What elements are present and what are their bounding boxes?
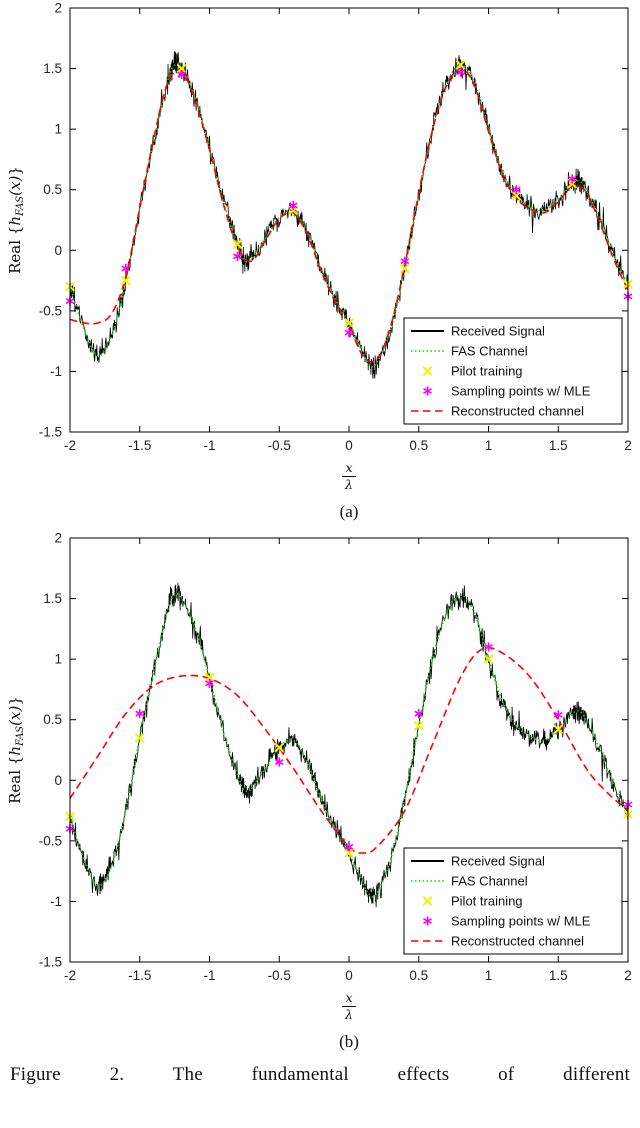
legend-entry-label: FAS Channel <box>451 344 528 359</box>
series-received-signal <box>70 582 628 908</box>
legend-entry-label: Sampling points w/ MLE <box>451 914 591 929</box>
x-tick-label: -1 <box>203 438 215 453</box>
y-tick-label: -1 <box>50 364 62 379</box>
y-tick-label: 0.5 <box>43 712 62 727</box>
x-tick-label: -1.5 <box>128 438 151 453</box>
y-tick-label: 2 <box>54 531 62 546</box>
y-tick-label: 0 <box>54 243 62 258</box>
y-tick-label: -0.5 <box>39 303 62 318</box>
legend-entry-label: Pilot training <box>451 364 523 379</box>
x-tick-label: 2 <box>624 438 632 453</box>
legend-entry-label: Received Signal <box>451 854 545 869</box>
x-tick-label: 0.5 <box>409 438 428 453</box>
legend-entry-label: Sampling points w/ MLE <box>451 384 591 399</box>
x-tick-label: 2 <box>624 968 632 983</box>
series-pilot-training <box>65 654 633 858</box>
legend: Received Signal FAS Channel Pilot training… <box>403 317 623 425</box>
x-axis-label-denominator: λ <box>344 477 353 492</box>
figure-2: -2 -1.5 -1 -0.5 0 0.5 1 1.5 2 -1.5 -1 -0.5 0 0.5 1 1.5 2… <box>6 1 633 1085</box>
legend-entry-label: Received Signal <box>451 324 545 339</box>
x-tick-label: 0.5 <box>409 968 428 983</box>
subplot-a-chart: -2 -1.5 -1 -0.5 0 0.5 1 1.5 2-1.5-1-0.500.511.52… <box>6 1 633 521</box>
y-tick-label: 2 <box>54 1 62 16</box>
x-axis-label-denominator: λ <box>344 1007 353 1022</box>
legend-entry-label: Reconstructed channel <box>451 404 584 419</box>
subplot-b-chart: -2 -1.5 -1 -0.5 0 0.5 1 1.5 2-1.5-1-0.500.511.52… <box>6 531 633 1051</box>
legend: Received Signal FAS Channel Pilot training… <box>403 847 623 955</box>
legend-box <box>403 317 623 425</box>
y-tick-label: -1.5 <box>39 425 62 440</box>
x-tick-label: -2 <box>64 968 76 983</box>
y-tick-label: 1 <box>54 122 62 137</box>
markers-layer <box>65 642 633 858</box>
subplot-label: (a) <box>340 502 359 521</box>
y-tick-label: 1.5 <box>43 591 62 606</box>
x-tick-label: 0 <box>345 968 353 983</box>
y-axis-label: Real {hFAS(x)} <box>6 166 26 274</box>
legend-box <box>403 847 623 955</box>
series-reconstructed-channel <box>70 67 628 363</box>
y-tick-label: 0 <box>54 773 62 788</box>
x-tick-label: 1 <box>485 968 493 983</box>
legend-entry-label: FAS Channel <box>451 874 528 889</box>
y-tick-label: -1.5 <box>39 955 62 970</box>
x-tick-label: -1 <box>203 968 215 983</box>
legend-entry-label: Pilot training <box>451 894 523 909</box>
y-tick-label: 1.5 <box>43 61 62 76</box>
legend-entry-label: Reconstructed channel <box>451 934 584 949</box>
x-tick-label: -0.5 <box>268 438 291 453</box>
x-axis-label-numerator: x <box>345 990 352 1005</box>
y-axis-label: Real {hFAS(x)} <box>6 696 26 804</box>
x-tick-label: 1.5 <box>549 438 568 453</box>
series-sampling-points-w-mle <box>65 642 633 852</box>
y-tick-label: 1 <box>54 652 62 667</box>
x-tick-label: -2 <box>64 438 76 453</box>
y-tick-label: -0.5 <box>39 833 62 848</box>
x-tick-label: -1.5 <box>128 968 151 983</box>
x-tick-label: -0.5 <box>268 968 291 983</box>
y-tick-label: -1 <box>50 894 62 909</box>
x-tick-label: 1.5 <box>549 968 568 983</box>
x-tick-label: 1 <box>485 438 493 453</box>
x-tick-label: 0 <box>345 438 353 453</box>
figure-caption: Figure 2. The fundamental effects of dif… <box>10 1064 630 1085</box>
series-reconstructed-channel <box>70 646 628 854</box>
y-tick-label: 0.5 <box>43 182 62 197</box>
x-axis-label-numerator: x <box>345 460 352 475</box>
subplot-label: (b) <box>339 1032 359 1051</box>
